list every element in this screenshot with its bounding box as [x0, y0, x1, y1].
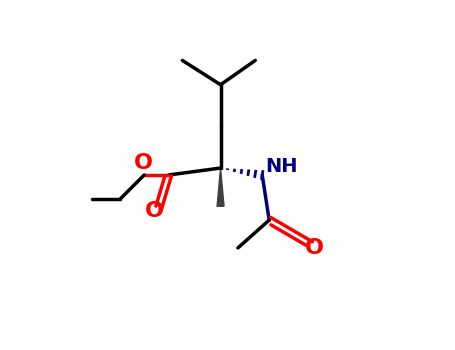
Polygon shape	[217, 168, 224, 206]
Text: NH: NH	[265, 157, 298, 176]
Text: O: O	[144, 202, 163, 222]
Text: O: O	[305, 238, 324, 258]
Text: O: O	[134, 153, 153, 173]
